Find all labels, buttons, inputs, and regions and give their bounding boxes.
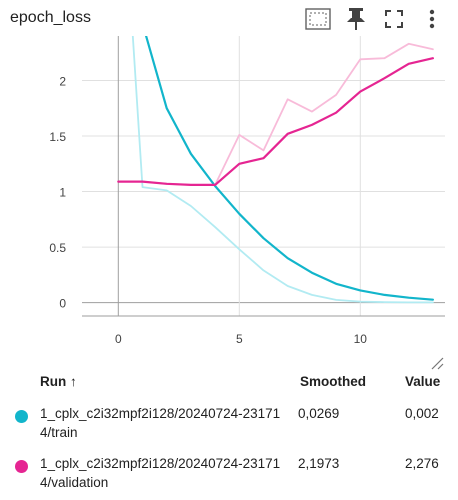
y-tick-label: 1 bbox=[59, 186, 66, 200]
pin-button[interactable] bbox=[342, 5, 370, 33]
card-toolbar bbox=[294, 5, 446, 33]
y-tick-label: 1.5 bbox=[49, 130, 66, 144]
series-line-smoothed bbox=[117, 57, 434, 186]
x-tick-label: 0 bbox=[115, 332, 122, 346]
raw-value: 2,276 bbox=[405, 456, 439, 471]
raw-value: 0,002 bbox=[405, 406, 439, 421]
more-vert-icon bbox=[429, 9, 435, 29]
table-row: 1_cplx_c2i32mpf2i128/20240724-231714/tra… bbox=[0, 402, 458, 450]
run-color-swatch bbox=[15, 410, 28, 423]
more-options-button[interactable] bbox=[418, 5, 446, 33]
smoothed-value: 0,0269 bbox=[298, 406, 340, 421]
resize-handle-icon[interactable] bbox=[430, 356, 444, 370]
fullscreen-icon bbox=[385, 10, 403, 28]
run-name: 1_cplx_c2i32mpf2i128/20240724-231714/val… bbox=[40, 456, 281, 490]
pin-icon bbox=[347, 8, 365, 30]
x-tick-label: 10 bbox=[354, 332, 368, 346]
run-color-swatch bbox=[15, 460, 28, 473]
x-tick-label: 5 bbox=[236, 332, 243, 346]
column-header-value[interactable]: Value bbox=[405, 374, 441, 389]
series-line-raw bbox=[117, 42, 434, 186]
y-tick-label: 0.5 bbox=[49, 241, 66, 255]
run-name: 1_cplx_c2i32mpf2i128/20240724-231714/tra… bbox=[40, 406, 281, 440]
series-line-raw bbox=[131, 36, 434, 304]
fit-domain-icon bbox=[305, 8, 331, 30]
column-header-smoothed[interactable]: Smoothed bbox=[300, 374, 366, 389]
table-header: Run ↑ Smoothed Value bbox=[0, 372, 458, 392]
y-tick-label: 0 bbox=[59, 297, 66, 311]
series-line-smoothed bbox=[145, 36, 434, 301]
column-header-run[interactable]: Run ↑ bbox=[40, 374, 77, 389]
card-title: epoch_loss bbox=[10, 9, 91, 26]
loss-chart[interactable]: 0 0.5 1 1.5 2 0 5 10 bbox=[0, 36, 458, 356]
smoothed-value: 2,1973 bbox=[298, 456, 340, 471]
table-row: 1_cplx_c2i32mpf2i128/20240724-231714/val… bbox=[0, 452, 458, 500]
fit-domain-button[interactable] bbox=[304, 5, 332, 33]
fullscreen-button[interactable] bbox=[380, 5, 408, 33]
y-tick-label: 2 bbox=[59, 74, 66, 88]
